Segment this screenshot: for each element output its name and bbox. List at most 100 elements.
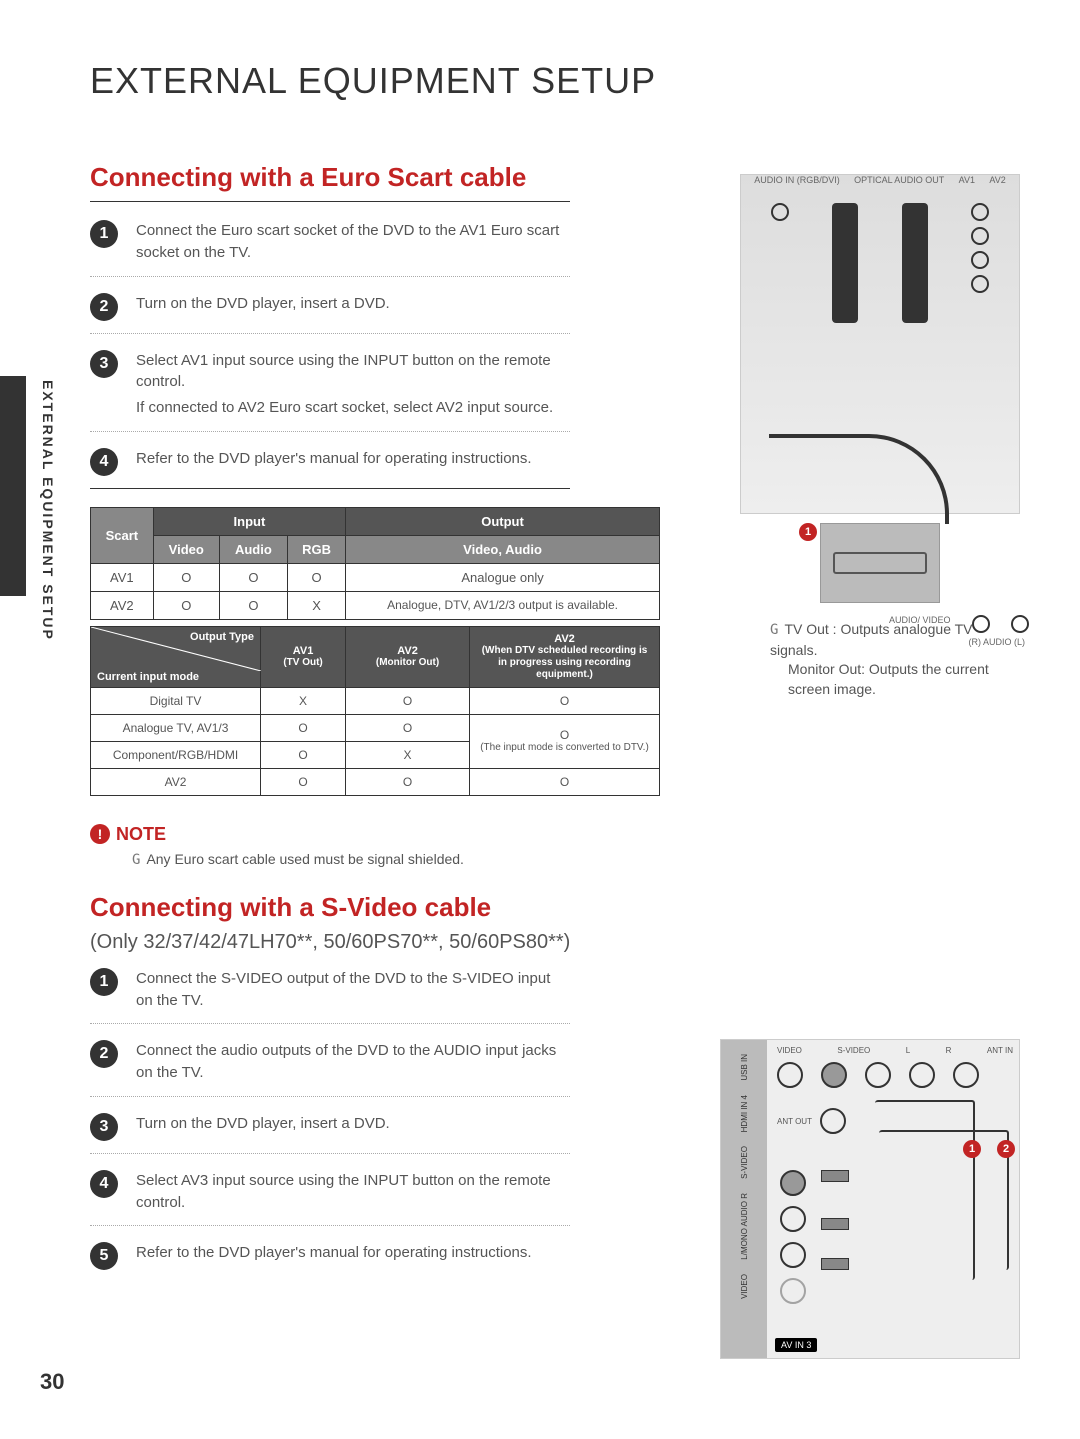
step-number: 4 [90,448,118,476]
th-av1-label: AV1 [293,645,314,657]
cell-val: O [560,728,569,742]
sv-side-label: USB IN [740,1054,749,1081]
th-rgb: RGB [287,535,345,563]
jack-icon [953,1062,979,1088]
cell: O [219,591,287,619]
sv-top-label: R [946,1046,952,1055]
diag1-label: AV1 [959,175,975,185]
cell: Digital TV [91,687,261,714]
cell: O [470,687,660,714]
cell: AV1 [91,563,154,591]
scart-cable [769,434,949,524]
diagram-badge: 1 [799,523,817,541]
th-av2b-label: AV2 [554,633,575,645]
side-notes: GTV Out : Outputs analogue TV signals. M… [770,620,1020,699]
th-audio: Audio [219,535,287,563]
cell: O [153,563,219,591]
side-note-line: GTV Out : Outputs analogue TV signals. [770,620,1020,660]
section1-steps: 1 Connect the Euro scart socket of the D… [90,220,570,489]
jack-icon [971,251,989,269]
step: 4 Refer to the DVD player's manual for o… [90,448,570,489]
cell: Component/RGB/HDMI [91,741,261,768]
diagram-sidebar: USB IN HDMI IN 4 S-VIDEO L/MONO AUDIO R … [721,1040,767,1358]
th-video-audio: Video, Audio [346,535,660,563]
step-text: Connect the audio outputs of the DVD to … [136,1040,570,1084]
note-body: GAny Euro scart cable used must be signa… [132,851,1020,868]
exclamation-icon: ! [90,824,110,844]
sv-side-jacks [771,1160,815,1314]
diag1-top-labels: AUDIO IN (RGB/DVI) OPTICAL AUDIO OUT AV1… [741,175,1019,191]
cell-sub: (The input mode is converted to DTV.) [476,742,653,754]
step-text: Turn on the DVD player, insert a DVD. [136,293,390,315]
jack-icon [971,227,989,245]
sv-side-label: S-VIDEO [740,1146,749,1179]
step-number: 2 [90,1040,118,1068]
side-note-line: Monitor Out: Outputs the current screen … [788,660,1020,699]
cell: O [287,563,345,591]
step-number: 1 [90,220,118,248]
section1-underline [90,201,570,202]
diagonal-icon [91,627,261,671]
output-mode-table: Output Type Current input mode AV1 (TV O… [90,626,660,796]
step: 2 Turn on the DVD player, insert a DVD. [90,293,570,334]
cell: O [261,741,346,768]
th-av2-sub: (Monitor Out) [352,657,463,669]
page-tab [0,376,26,596]
table-row: Digital TV X O O [91,687,660,714]
table-row: AV2 O O X Analogue, DTV, AV1/2/3 output … [91,591,660,619]
step-text-main: Select AV1 input source using the INPUT … [136,352,551,391]
diagram-badge: 1 [963,1140,981,1158]
cell: X [346,741,470,768]
sv-top-labels: VIDEO S-VIDEO L R ANT IN [777,1046,1013,1055]
jack-icon [777,1062,803,1088]
page-title: EXTERNAL EQUIPMENT SETUP [90,60,1020,102]
diag1-label: OPTICAL AUDIO OUT [854,175,944,185]
jack-icon [780,1242,806,1268]
step-number: 4 [90,1170,118,1198]
plug-icon [821,1218,849,1230]
sv-top-label: L [906,1046,910,1055]
cell: AV2 [91,768,261,795]
step-text: Select AV3 input source using the INPUT … [136,1170,570,1214]
svideo-jack-icon [821,1062,847,1088]
bullet-icon: G [770,622,778,638]
step-number: 5 [90,1242,118,1270]
step-text: Select AV1 input source using the INPUT … [136,350,570,419]
step-number: 1 [90,968,118,996]
cell: O [470,768,660,795]
step-text-sub: If connected to AV2 Euro scart socket, s… [136,397,570,419]
plug-icon [821,1170,849,1182]
diag1-ports [741,191,1019,335]
cell: O [346,687,470,714]
sv-side-label: L/MONO AUDIO R [740,1193,749,1260]
note-text: Any Euro scart cable used must be signal… [146,851,464,867]
plug-icon [821,1258,849,1270]
step: 3 Turn on the DVD player, insert a DVD. [90,1113,570,1154]
th-av2-label: AV2 [397,645,418,657]
section2-subtitle: (Only 32/37/42/47LH70**, 50/60PS70**, 50… [90,931,1020,954]
sv-top-jacks [777,1062,989,1088]
cell: X [287,591,345,619]
cable-line [875,1100,975,1280]
th-output: Output [346,507,660,535]
scart-port [832,203,858,323]
step-number: 3 [90,350,118,378]
sv-top-label: ANT IN [987,1046,1013,1055]
sidebar-heading: EXTERNAL EQUIPMENT SETUP [40,380,56,641]
sv-side-label: VIDEO [740,1274,749,1299]
scart-plug-icon [820,523,940,603]
svideo-diagram: USB IN HDMI IN 4 S-VIDEO L/MONO AUDIO R … [720,1039,1020,1359]
page-number: 30 [40,1369,64,1395]
jack-icon [780,1206,806,1232]
step-text: Turn on the DVD player, insert a DVD. [136,1113,390,1135]
cell: AV2 [91,591,154,619]
cell: O [261,714,346,741]
step-number: 3 [90,1113,118,1141]
step-text: Connect the S-VIDEO output of the DVD to… [136,968,570,1012]
jack-icon [909,1062,935,1088]
th-av2b-sub: (When DTV scheduled recording is in prog… [476,645,653,681]
step-text: Refer to the DVD player's manual for ope… [136,1242,532,1264]
step: 3 Select AV1 input source using the INPU… [90,350,570,432]
th-av2: AV2 (Monitor Out) [346,626,470,687]
table-row: AV1 O O O Analogue only [91,563,660,591]
